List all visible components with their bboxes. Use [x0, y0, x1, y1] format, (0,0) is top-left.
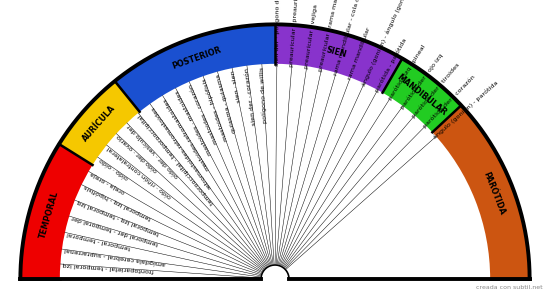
Text: temporal der - temporal der: temporal der - temporal der: [71, 214, 159, 246]
Text: sien der · polígono de willis: sien der · polígono de willis: [274, 0, 280, 67]
Text: parótida der - corazón: parótida der - corazón: [422, 74, 476, 129]
Wedge shape: [20, 144, 92, 279]
Text: mastoides · corazón: mastoides · corazón: [188, 83, 218, 145]
Polygon shape: [261, 265, 289, 279]
Text: parótida der - ojo izq: parótida der - ojo izq: [399, 52, 444, 110]
Wedge shape: [275, 24, 402, 93]
Text: temporal izq - temporal izq: temporal izq - temporal izq: [76, 199, 160, 236]
Text: mastoides - hipófisis: mastoides - hipófisis: [201, 78, 229, 142]
Wedge shape: [115, 24, 275, 112]
Text: creada con subtil.net: creada con subtil.net: [476, 285, 542, 290]
Text: temporooccipital - temporooccipital: temporooccipital - temporooccipital: [138, 113, 215, 206]
Text: polígono de willis: polígono de willis: [259, 67, 268, 123]
Wedge shape: [59, 81, 140, 165]
Text: preauricular · rama mandibular: preauricular · rama mandibular: [318, 0, 345, 72]
Text: frontoparietal - temporal izq: frontoparietal - temporal izq: [63, 262, 155, 273]
Text: rama mandibular: rama mandibular: [347, 27, 371, 81]
Text: oído der · vesículo der: oído der · vesículo der: [127, 123, 180, 179]
Text: sien der · corazón: sien der · corazón: [245, 68, 257, 126]
Polygon shape: [20, 24, 530, 279]
Text: AURÍCULA: AURÍCULA: [81, 103, 118, 143]
Text: ángulo (gonión) - parótida: ángulo (gonión) - parótida: [432, 80, 499, 140]
Text: preauricular - vejiga: preauricular - vejiga: [304, 4, 318, 69]
Text: PARÓTIDA: PARÓTIDA: [481, 170, 506, 216]
Text: temporal izq - hipófisis: temporal izq - hipófisis: [82, 183, 152, 221]
Text: temporal - temporal: temporal - temporal: [67, 230, 131, 249]
Text: parótida izq - pineal: parótida izq - pineal: [387, 44, 426, 101]
Text: parótida - parótida: parótida - parótida: [374, 38, 408, 94]
Text: mastoides · mastoides: mastoides · mastoides: [174, 89, 213, 156]
Text: POSTERIOR: POSTERIOR: [171, 45, 222, 70]
Wedge shape: [383, 59, 461, 132]
Text: amígdala cerebral - suprarrenal: amígdala cerebral - suprarrenal: [64, 247, 166, 266]
Wedge shape: [432, 105, 530, 279]
Text: sien · sien: sien · sien: [230, 70, 241, 103]
Text: quiasma - quiasma: quiasma - quiasma: [216, 73, 237, 134]
Text: preauricular · preauricular: preauricular · preauricular: [289, 0, 301, 67]
Text: TEMPORAL: TEMPORAL: [38, 189, 60, 239]
Text: ángulo (gonión) - ángulo (gonión): ángulo (gonión) - ángulo (gonión): [361, 0, 411, 87]
Text: parótida der - tiroides: parótida der - tiroides: [411, 62, 461, 119]
Text: retromastoides-retromastoides: retromastoides-retromastoides: [150, 105, 212, 189]
Text: mastoides-retromastoides: mastoides-retromastoides: [162, 97, 210, 171]
Text: oído der · ovario: oído der · ovario: [117, 134, 159, 173]
Text: SIEN: SIEN: [324, 45, 347, 59]
Text: MANDIBULAR: MANDIBULAR: [395, 73, 448, 118]
Text: oído · oído: oído · oído: [98, 157, 129, 180]
Text: oreja - oreja: oreja - oreja: [90, 170, 126, 194]
Text: oído · riñón contralateral: oído · riñón contralateral: [107, 145, 173, 199]
Text: rama mandibular - cola de páncreas: rama mandibular - cola de páncreas: [333, 0, 371, 76]
